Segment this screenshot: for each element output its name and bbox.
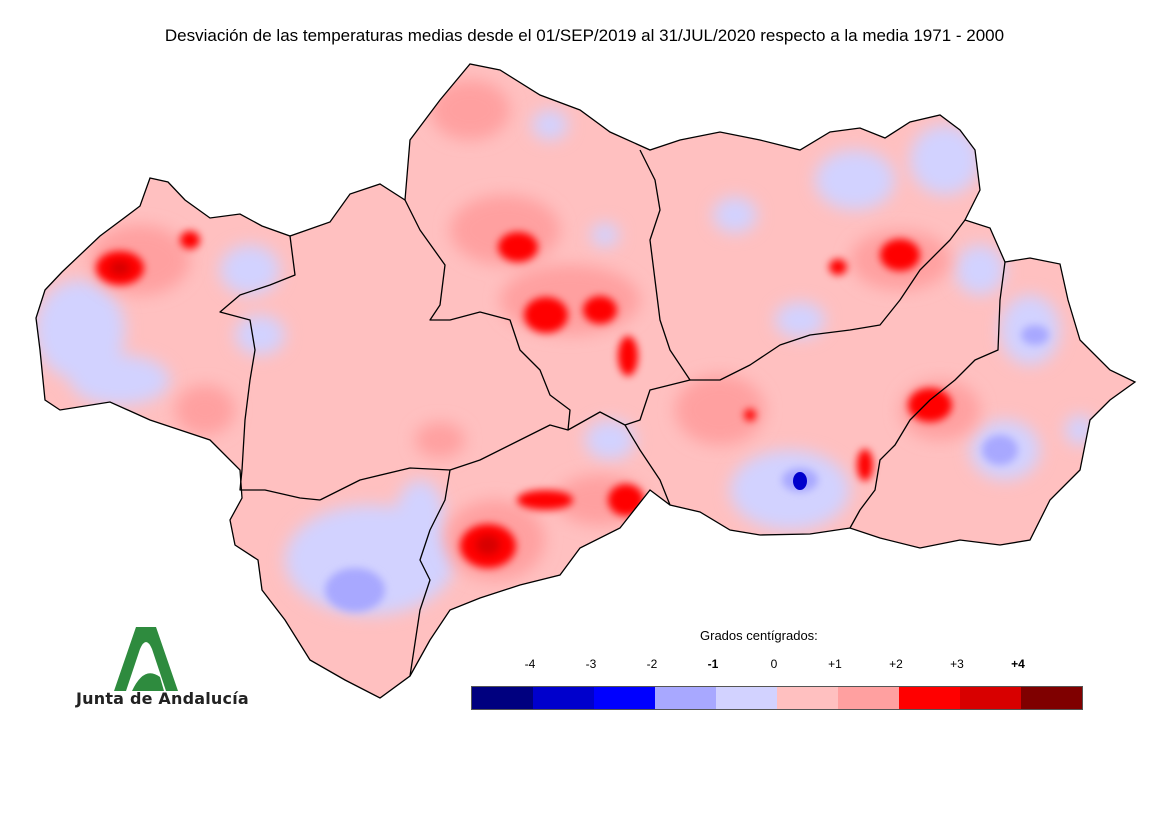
legend-swatch bbox=[777, 687, 838, 709]
legend-tick-label: +1 bbox=[828, 657, 842, 671]
legend-tick-label: +2 bbox=[889, 657, 903, 671]
legend-tick-label: +3 bbox=[950, 657, 964, 671]
legend-title: Grados centígrados: bbox=[700, 628, 818, 643]
legend-tick-label: 0 bbox=[770, 657, 778, 671]
legend-swatch bbox=[1021, 687, 1082, 709]
logo-arch-icon bbox=[114, 627, 178, 691]
legend-swatch bbox=[594, 687, 655, 709]
legend-tick-label: -1 bbox=[707, 657, 719, 671]
legend-swatch bbox=[716, 687, 777, 709]
legend-swatch bbox=[533, 687, 594, 709]
legend-swatch bbox=[838, 687, 899, 709]
anomaly-field bbox=[36, 80, 1095, 615]
legend-swatch bbox=[899, 687, 960, 709]
legend-tick-label: -2 bbox=[646, 657, 658, 671]
junta-de-andalucia-logo bbox=[114, 627, 178, 691]
legend-swatch bbox=[960, 687, 1021, 709]
legend-tick-label: -4 bbox=[524, 657, 536, 671]
legend-swatch bbox=[655, 687, 716, 709]
logo-text: Junta de Andalucía bbox=[76, 689, 249, 708]
legend-tick-label: +4 bbox=[1011, 657, 1025, 671]
map-title: Desviación de las temperaturas medias de… bbox=[164, 26, 1005, 45]
province-borders bbox=[219, 149, 1006, 677]
legend-swatch bbox=[472, 687, 533, 709]
legend-color-bar bbox=[471, 686, 1083, 710]
legend-tick-label: -3 bbox=[585, 657, 597, 671]
